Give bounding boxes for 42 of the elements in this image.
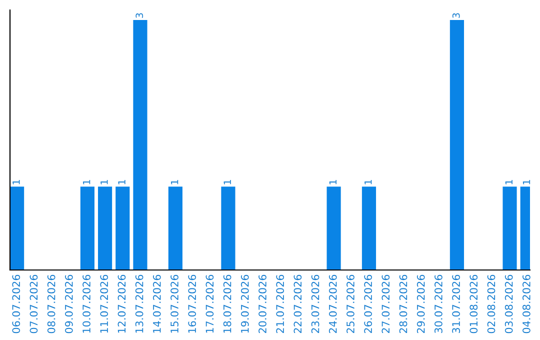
x-tick-label: 20.07.2026 xyxy=(258,274,266,334)
x-tick-label: 14.07.2026 xyxy=(152,274,161,333)
data-label: 1 xyxy=(505,180,512,184)
x-tick-label: 12.07.2026 xyxy=(118,274,126,333)
x-tick-label: 22.07.2026 xyxy=(294,274,302,334)
x-tick-label: 01.08.2026 xyxy=(470,274,478,334)
x-tick-label: 18.07.2026 xyxy=(223,274,232,333)
x-tick-label: 21.07.2026 xyxy=(276,274,284,334)
data-label: 1 xyxy=(364,180,372,184)
x-tick-label: 03.08.2026 xyxy=(504,274,513,334)
x-tick-label: 24.07.2026 xyxy=(328,274,337,334)
data-label: 3 xyxy=(136,13,144,18)
x-tick-label: 15.07.2026 xyxy=(170,274,178,333)
x-tick-label: 19.07.2026 xyxy=(240,274,249,333)
x-tick-label: 29.07.2026 xyxy=(416,274,425,334)
data-label: 1 xyxy=(12,180,20,184)
x-tick-label: 02.08.2026 xyxy=(487,274,496,334)
x-tick-label: 30.07.2026 xyxy=(434,274,442,334)
x-tick-label: 07.07.2026 xyxy=(30,274,38,334)
x-tick-label: 27.07.2026 xyxy=(382,274,390,334)
x-tick-label: 23.07.2026 xyxy=(311,274,320,334)
x-tick-label: 26.07.2026 xyxy=(364,274,372,334)
x-tick-label: 13.07.2026 xyxy=(135,274,144,333)
data-label: 1 xyxy=(118,180,126,184)
x-tick-label: 31.07.2026 xyxy=(452,274,460,334)
data-label: 1 xyxy=(224,180,231,184)
data-label: 1 xyxy=(171,180,178,184)
x-tick-label: 10.07.2026 xyxy=(82,274,90,333)
x-tick-label: 06.07.2026 xyxy=(12,274,20,334)
x-tick-label: 28.07.2026 xyxy=(399,274,408,334)
data-label: 1 xyxy=(100,180,108,184)
x-tick-label: 09.07.2026 xyxy=(64,274,73,334)
data-label: 1 xyxy=(522,180,530,184)
x-tick-label: 25.07.2026 xyxy=(346,274,354,334)
data-label: 1 xyxy=(329,180,336,184)
x-tick-label: 11.07.2026 xyxy=(100,274,108,333)
x-tick-label: 04.08.2026 xyxy=(522,274,530,334)
data-label: 1 xyxy=(83,180,90,184)
x-tick-label: 08.07.2026 xyxy=(47,274,56,334)
data-label: 3 xyxy=(452,13,460,18)
x-tick-label: 17.07.2026 xyxy=(206,274,214,333)
x-tick-label: 16.07.2026 xyxy=(188,274,196,333)
